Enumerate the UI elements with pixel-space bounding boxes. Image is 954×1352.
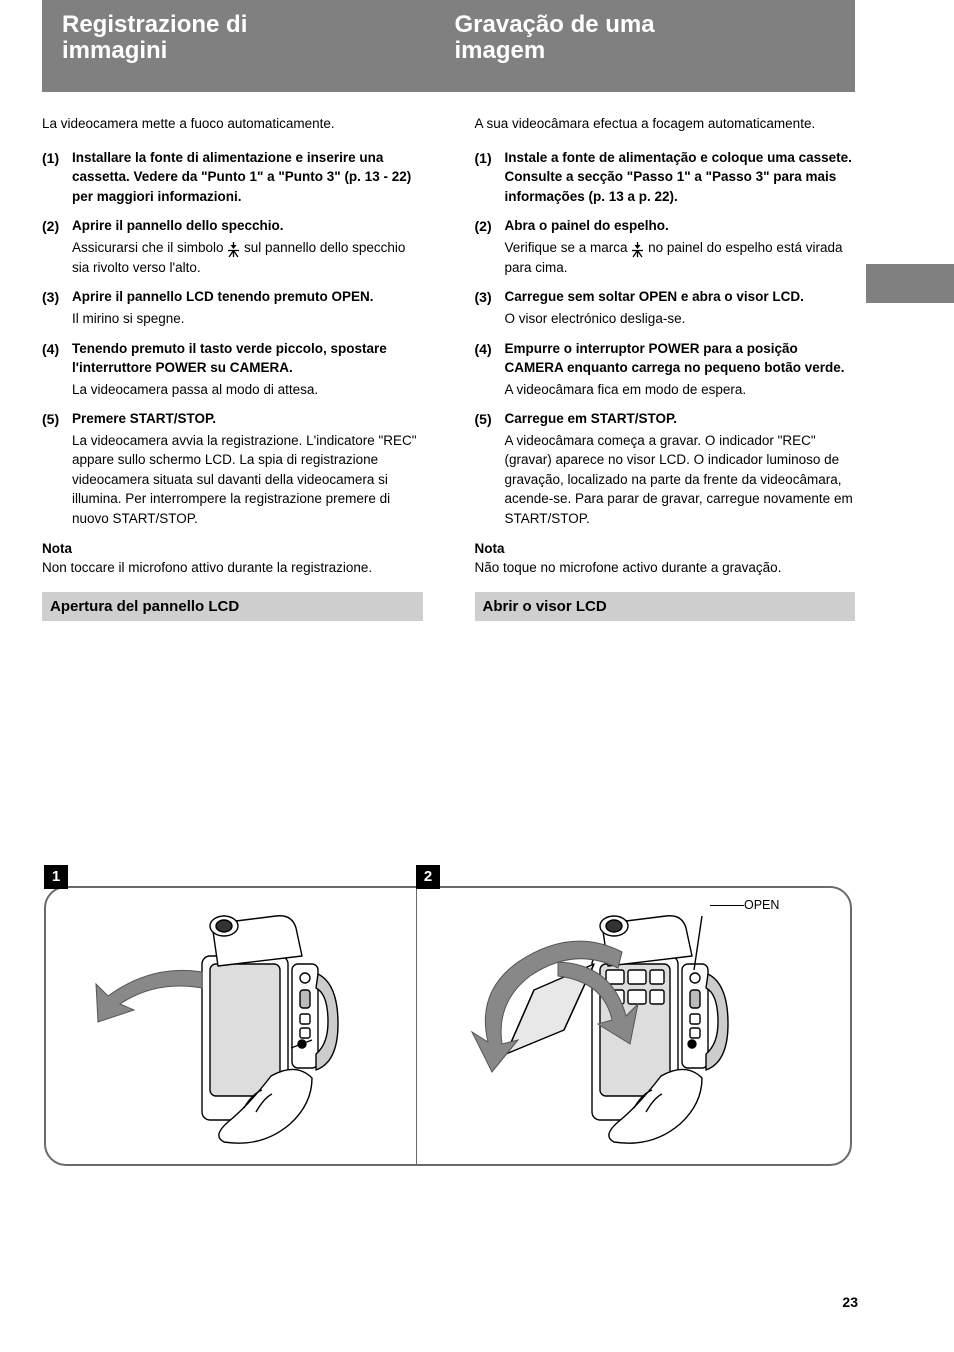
step-number: (1) xyxy=(475,148,505,207)
header-left-line2: immagini xyxy=(62,37,167,64)
step-item: (2) Abra o painel do espelho. Verifique … xyxy=(505,216,856,277)
step-badge-1: 1 xyxy=(44,865,68,889)
open-arrow-1 xyxy=(92,964,212,1034)
step-sub: Verifique se a marca no painel do espelh… xyxy=(505,238,856,278)
step-sub: A videocâmara começa a gravar. O indicad… xyxy=(505,431,856,529)
note-title-right: Nota xyxy=(475,539,856,559)
step-main: Empurre o interruptor POWER para a posiç… xyxy=(505,341,845,376)
steps-right: (1) Instale a fonte de alimentação e col… xyxy=(475,148,856,529)
column-left: La videocamera mette a fuoco automaticam… xyxy=(42,114,449,629)
step-main: Aprire il pannello LCD tenendo premuto O… xyxy=(72,289,374,304)
step-item: (1) Instale a fonte de alimentação e col… xyxy=(505,148,856,207)
step-sub: Il mirino si spegne. xyxy=(72,309,374,329)
step-item: (1) Installare la fonte di alimentazione… xyxy=(72,148,423,207)
step-number: (4) xyxy=(42,339,72,400)
section-heading-left: Apertura del pannello LCD xyxy=(42,592,423,622)
step-main: Installare la fonte di alimentazione e i… xyxy=(72,150,411,204)
step-main: Tenendo premuto il tasto verde piccolo, … xyxy=(72,341,387,376)
main-columns: La videocamera mette a fuoco automaticam… xyxy=(42,114,855,629)
step-item: (4) Empurre o interruptor POWER para a p… xyxy=(505,339,856,400)
step-main: Carregue sem soltar OPEN e abra o visor … xyxy=(505,289,804,304)
step-number: (3) xyxy=(475,287,505,328)
step-main: Aprire il pannello dello specchio. xyxy=(72,218,284,233)
illustration-panel: 1 2 OPEN xyxy=(44,886,852,1166)
column-right: A sua videocâmara efectua a focagem auto… xyxy=(449,114,856,629)
step-item: (3) Aprire il pannello LCD tenendo premu… xyxy=(72,287,423,328)
step-number: (2) xyxy=(475,216,505,277)
steps-left: (1) Installare la fonte di alimentazione… xyxy=(42,148,423,529)
header-right-line1: Gravação de uma xyxy=(455,11,655,38)
header-title-left: Registrazione di immagini xyxy=(62,12,449,65)
step-item: (4) Tenendo premuto il tasto verde picco… xyxy=(72,339,423,400)
step-main: Premere START/STOP. xyxy=(72,411,216,426)
step-sub: A videocâmara fica em modo de espera. xyxy=(505,380,856,400)
step-item: (5) Premere START/STOP. La videocamera a… xyxy=(72,409,423,528)
step-number: (5) xyxy=(475,409,505,528)
section-heading-right: Abrir o visor LCD xyxy=(475,592,856,622)
step-item: (5) Carregue em START/STOP. A videocâmar… xyxy=(505,409,856,528)
page-number: 23 xyxy=(842,1294,858,1310)
header-left-line1: Registrazione di xyxy=(62,11,247,38)
header-title-right: Gravação de uma imagem xyxy=(449,12,836,65)
step-badge-2: 2 xyxy=(416,865,440,889)
step-main: Abra o painel do espelho. xyxy=(505,218,669,233)
step-number: (5) xyxy=(42,409,72,528)
step-item: (3) Carregue sem soltar OPEN e abra o vi… xyxy=(505,287,856,328)
rotate-arrow-2 xyxy=(462,932,642,1082)
step-main: Instale a fonte de alimentação e coloque… xyxy=(505,150,852,204)
mark-icon xyxy=(631,242,644,258)
mark-icon xyxy=(227,242,240,258)
chapter-header: Registrazione di immagini Gravação de um… xyxy=(42,0,855,92)
section-tab xyxy=(866,264,954,303)
note-title-left: Nota xyxy=(42,539,423,559)
illustration-divider xyxy=(416,888,417,1164)
step-item: (2) Aprire il pannello dello specchio. A… xyxy=(72,216,423,277)
step-number: (3) xyxy=(42,287,72,328)
step-number: (4) xyxy=(475,339,505,400)
step-sub: Assicurarsi che il simbolo sul pannello … xyxy=(72,238,423,278)
step-number: (2) xyxy=(42,216,72,277)
step-sub: O visor electrónico desliga-se. xyxy=(505,309,804,329)
step-sub: La videocamera passa al modo di attesa. xyxy=(72,380,423,400)
step-number: (1) xyxy=(42,148,72,207)
note-body-left: Non toccare il microfono attivo durante … xyxy=(42,558,423,578)
intro-right: A sua videocâmara efectua a focagem auto… xyxy=(475,114,856,134)
header-right-line2: imagem xyxy=(455,37,546,64)
note-body-right: Não toque no microfone activo durante a … xyxy=(475,558,856,578)
intro-left: La videocamera mette a fuoco automaticam… xyxy=(42,114,423,134)
step-main: Carregue em START/STOP. xyxy=(505,411,678,426)
step-sub: La videocamera avvia la registrazione. L… xyxy=(72,431,423,529)
